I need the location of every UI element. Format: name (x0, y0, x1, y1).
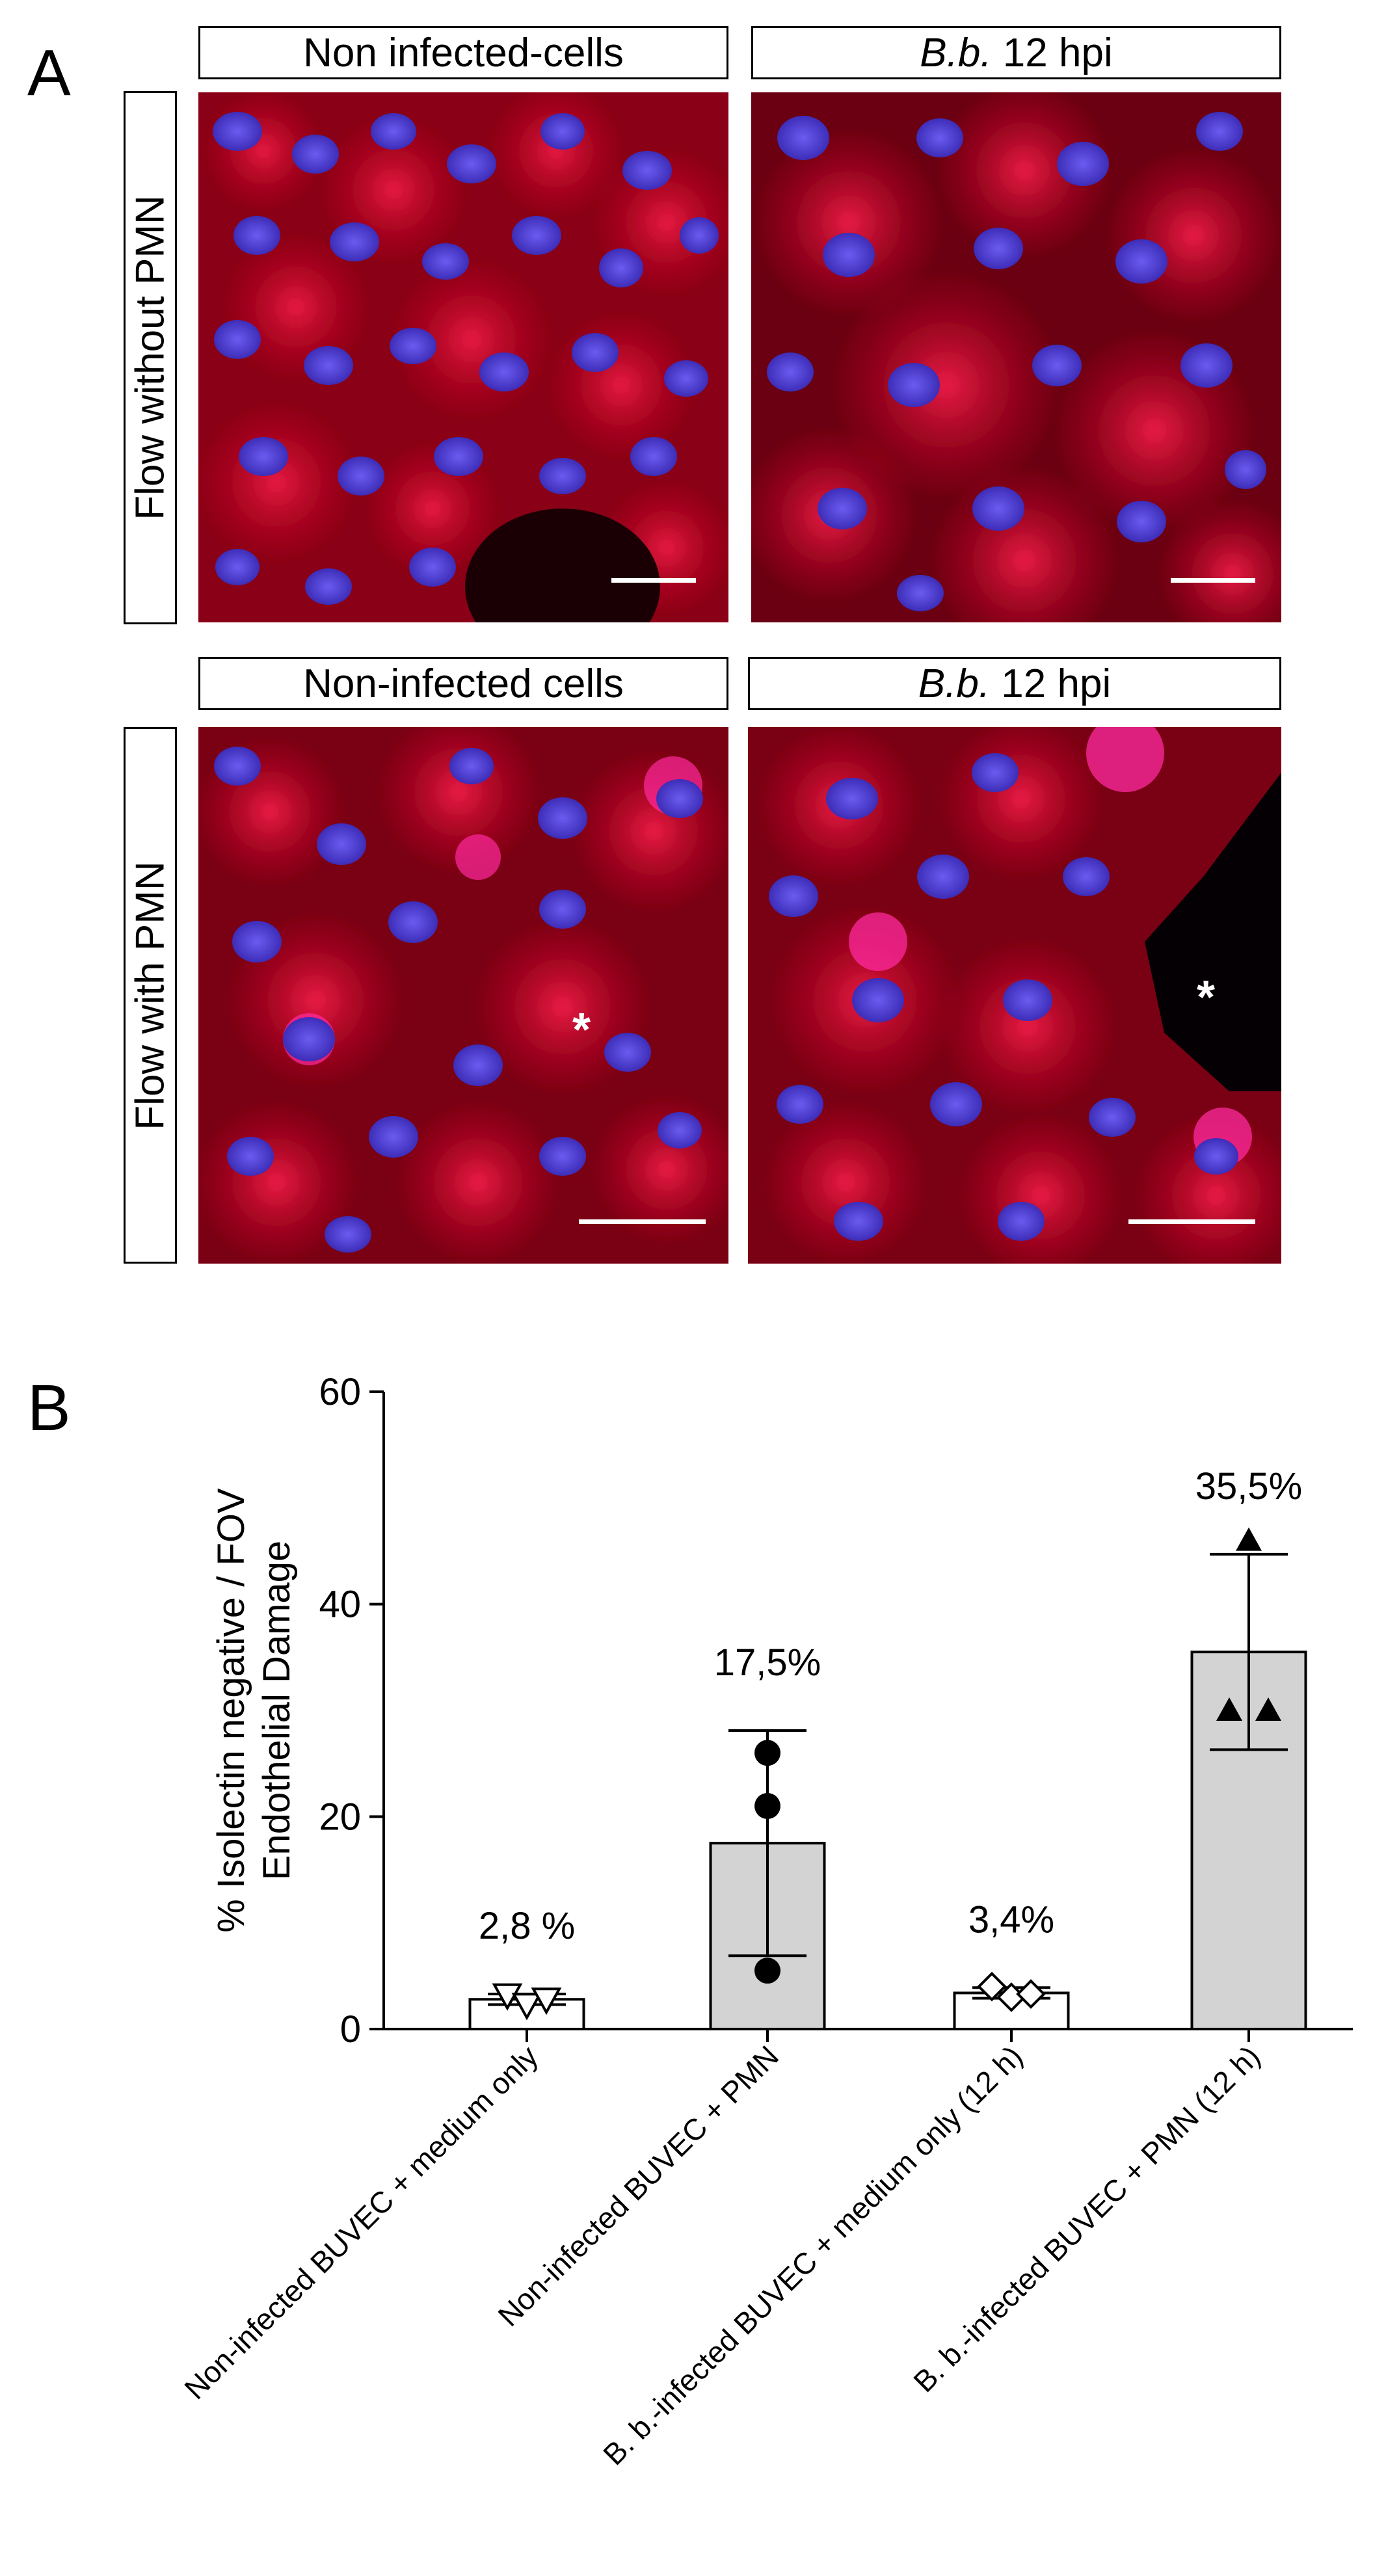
data-point (1216, 1697, 1242, 1721)
top-right-column-label: B.b. 12 hpi (751, 26, 1281, 79)
micrograph-noninfected-with-pmn: * (198, 727, 728, 1264)
y-axis-label-line1: % Isolectin negative / FOV (210, 1488, 252, 1933)
damage-asterisk-left: * (572, 1004, 591, 1056)
data-point (1255, 1697, 1281, 1721)
micrograph-noninfected-without-pmn (198, 92, 728, 622)
data-point (1016, 1979, 1046, 2009)
data-point (531, 1987, 562, 2015)
top-left-column-label: Non infected-cells (198, 26, 728, 79)
y-tick-label: 40 (319, 1584, 361, 1626)
panel-b-letter: B (27, 1372, 71, 1444)
data-point (754, 1740, 780, 1766)
micrograph-infected-without-pmn (751, 92, 1281, 622)
top-row-label: Flow without PMN (124, 91, 177, 624)
bottom-row-label: Flow with PMN (124, 727, 177, 1264)
damage-asterisk-right: * (1197, 972, 1216, 1024)
mean-label-1: 2,8 % (479, 1905, 575, 1947)
y-tick-label: 60 (319, 1371, 361, 1413)
x-category-label-1: Non-infected BUVEC + medium only (178, 2039, 544, 2406)
endothelial-damage-bar-chart: 0 20 40 60 % Isolectin negative / FOV Endothe… (178, 1371, 1353, 2471)
y-axis-label-line2: Endothelial Damage (256, 1541, 298, 1880)
data-point (754, 1793, 780, 1819)
x-category-label-3: B. b.-infected BUVEC + medium only (12 h… (596, 2039, 1029, 2471)
panel-a-letter: A (27, 36, 71, 109)
data-point (511, 1993, 542, 2021)
y-tick-label: 0 (340, 2008, 361, 2051)
mean-label-2: 17,5% (714, 1641, 821, 1684)
data-point (754, 1958, 780, 1984)
mean-label-3: 3,4% (968, 1898, 1054, 1941)
mean-label-4: 35,5% (1195, 1465, 1302, 1507)
data-point (1236, 1527, 1262, 1551)
bottom-left-column-label: Non-infected cells (198, 657, 728, 710)
data-point (977, 1971, 1007, 2002)
y-tick-label: 20 (319, 1796, 361, 1838)
bottom-right-column-label: B.b. 12 hpi (748, 657, 1281, 710)
x-category-label-2: Non-infected BUVEC + PMN (491, 2039, 785, 2333)
micrograph-infected-with-pmn: * (748, 727, 1281, 1264)
